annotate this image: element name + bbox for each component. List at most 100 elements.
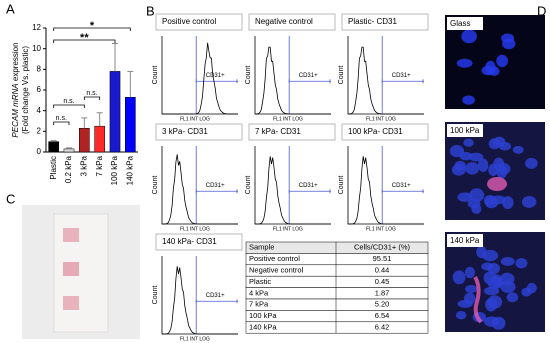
y-tick-label: 10 <box>32 44 41 53</box>
x-tick-label: 100 kPa <box>110 155 119 185</box>
nucleus <box>461 29 477 44</box>
panel-label: B <box>146 3 155 18</box>
title-box <box>341 123 429 141</box>
significance-bracket <box>53 39 116 43</box>
table-cell: 0.44 <box>375 265 390 274</box>
histogram-curve <box>255 46 331 115</box>
title-box <box>248 123 336 141</box>
plot-frame <box>254 36 331 115</box>
histogram-y-label: Count <box>338 176 345 195</box>
nucleus <box>512 145 524 154</box>
nucleus <box>521 196 537 208</box>
plot-frame <box>254 146 331 225</box>
bar <box>125 96 136 153</box>
nucleus <box>488 138 501 150</box>
histogram-title: 3 kPa- CD31 <box>162 127 208 136</box>
significance-bracket <box>53 121 70 125</box>
gel <box>63 262 79 276</box>
y-tick-label: 6 <box>37 85 42 94</box>
gate-range <box>195 189 238 194</box>
y-tick-label: 0 <box>37 147 42 156</box>
table-cell: 4 kPa <box>249 288 269 297</box>
gel <box>63 296 79 310</box>
table-cell: Positive control <box>249 254 300 263</box>
histogram-y-label: Count <box>152 286 159 305</box>
significance-label: n.s. <box>86 90 97 97</box>
image-label: Glass <box>450 19 470 28</box>
gate-label: CD31+ <box>299 73 318 79</box>
bar <box>109 71 121 153</box>
plot-frame <box>161 36 238 115</box>
table-cell: 140 kPa <box>249 322 277 331</box>
histogram-x-label: FL1 INT LOG <box>180 116 210 122</box>
y-tick-label: 4 <box>37 106 42 115</box>
nucleus <box>500 256 515 266</box>
panel-label: A <box>6 1 15 16</box>
bar <box>94 125 105 153</box>
nucleus <box>476 245 487 259</box>
nucleus <box>457 192 473 202</box>
histogram-x-label: FL1 INT LOG <box>180 336 210 342</box>
nucleus <box>463 138 474 147</box>
nucleus <box>471 203 482 214</box>
table-row <box>245 298 429 311</box>
table-cell: 100 kPa <box>249 311 277 320</box>
histogram-x-label: FL1 INT LOG <box>366 116 396 122</box>
plot-frame <box>347 36 424 115</box>
histogram-title: 7 kPa- CD31 <box>255 127 301 136</box>
x-tick-label: Plastic <box>49 156 58 180</box>
nucleus <box>491 316 506 330</box>
table-cell: Sample <box>249 243 274 252</box>
table-cell: Cells/CD31+ (%) <box>354 243 411 252</box>
y-axis-label: PECAM mRNA expression(Fold change Vs. pl… <box>11 42 30 137</box>
histogram-y-label: Count <box>245 176 252 195</box>
y-label-unit: (Fold change Vs. plastic) <box>21 46 30 134</box>
histogram-y-label: Count <box>152 176 159 195</box>
nucleus <box>452 270 466 285</box>
error-bar <box>66 147 72 149</box>
title-box <box>341 13 429 31</box>
significance-bracket <box>53 27 131 31</box>
table-row <box>245 287 429 300</box>
error-bar <box>50 140 57 142</box>
histogram-curve <box>348 156 424 225</box>
plot-frame <box>347 146 424 225</box>
panel-label: D <box>537 3 546 18</box>
gate-label: CD31+ <box>392 73 411 79</box>
nucleus <box>499 272 515 286</box>
significance-bracket <box>53 104 85 108</box>
histogram-x-label: FL1 INT LOG <box>273 226 303 232</box>
significance-label: ** <box>80 32 89 44</box>
gate-range <box>288 79 331 84</box>
nucleus <box>496 164 508 179</box>
gate-range <box>381 189 424 194</box>
table-cell: 5.20 <box>375 300 390 309</box>
gate-label: CD31+ <box>206 73 225 79</box>
histogram-title: Positive control <box>162 17 216 26</box>
histogram-y-label: Count <box>245 66 252 85</box>
histogram-curve <box>162 154 238 225</box>
x-tick-label: 0.2 kPa <box>64 155 73 183</box>
y-label-gene: PECAM mRNA <box>11 83 20 137</box>
error-bar <box>112 43 118 72</box>
nucleus <box>465 162 480 175</box>
gate-label: CD31+ <box>206 183 225 189</box>
nucleus <box>496 54 509 68</box>
table-row <box>245 321 429 334</box>
histogram-curve <box>348 46 424 115</box>
gate-range <box>195 79 238 84</box>
image-label-box <box>447 17 483 30</box>
nucleus <box>525 157 538 169</box>
nucleus <box>498 141 512 151</box>
histogram-x-label: FL1 INT LOG <box>366 226 396 232</box>
table-cell: Negative control <box>249 265 304 274</box>
error-bar <box>96 112 103 127</box>
error-bar <box>81 117 88 129</box>
gate-label: CD31+ <box>299 183 318 189</box>
nucleus <box>481 65 496 76</box>
significance-label: n.s. <box>63 98 74 105</box>
x-tick-label: 3 kPa <box>79 155 88 176</box>
y-tick-label: 12 <box>32 23 41 32</box>
